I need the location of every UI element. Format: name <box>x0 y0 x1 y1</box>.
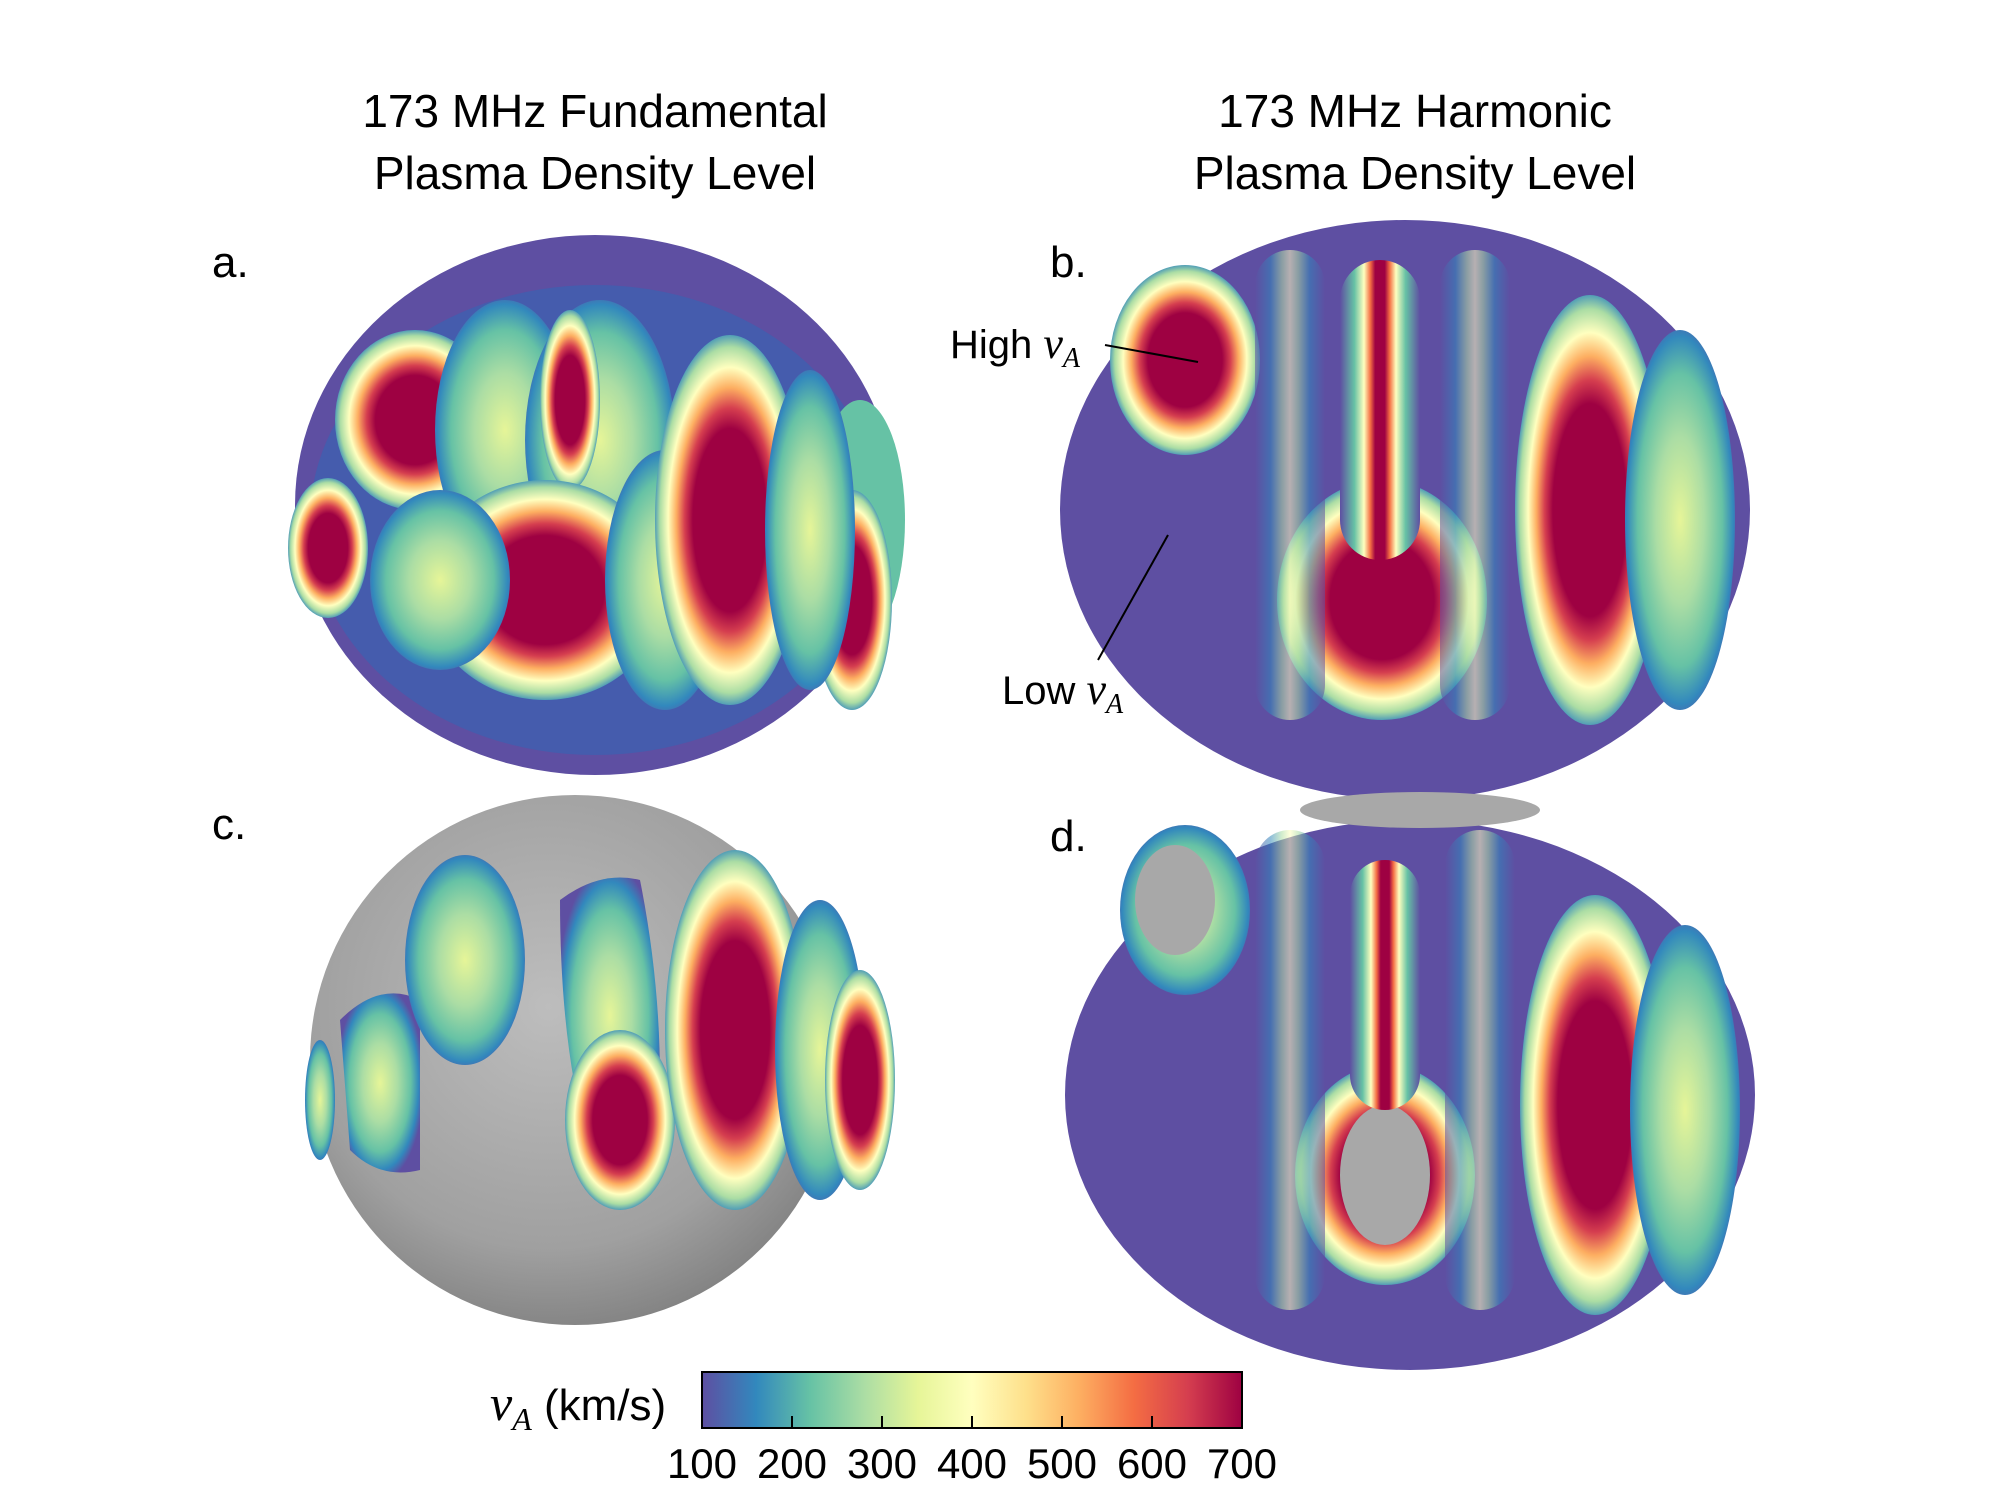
colorbar-label-symbol: v <box>490 1375 513 1431</box>
panel-b-surface <box>1060 220 1750 800</box>
colorbar-label-subscript: A <box>512 1400 532 1437</box>
panel-label-c: c. <box>212 800 247 849</box>
panel-a-surface <box>288 235 905 775</box>
colorbar-tick-label-500: 500 <box>1026 1440 1098 1487</box>
colorbar-label: vA (km/s) <box>490 1374 666 1438</box>
colorbar-label-unit: (km/s) <box>543 1381 667 1430</box>
colorbar-tick-label-100: 100 <box>666 1440 738 1487</box>
low-va-pointer <box>1097 534 1169 661</box>
colorbar-tick-label-400: 400 <box>936 1440 1008 1487</box>
panel-c-surface <box>305 795 895 1325</box>
low-va-annotation: Low vA <box>1002 664 1123 721</box>
high-va-annotation: High vA <box>950 318 1080 375</box>
panel-d-surface <box>1065 792 1755 1370</box>
low-va-symbol: v <box>1086 665 1107 714</box>
panel-label-d: d. <box>1050 812 1087 861</box>
right-title-line2: Plasma Density Level <box>1193 147 1637 199</box>
colorbar <box>701 1371 1243 1429</box>
high-va-prefix: High <box>950 323 1044 367</box>
left-title-line2: Plasma Density Level <box>373 147 817 199</box>
left-column-title: 173 MHz Fundamental Plasma Density Level <box>245 80 945 204</box>
panel-label-a: a. <box>212 238 249 287</box>
high-va-subscript: A <box>1062 343 1081 374</box>
left-title-line1: 173 MHz Fundamental <box>362 85 828 137</box>
colorbar-tick-label-700: 700 <box>1206 1440 1278 1487</box>
colorbar-tick-label-300: 300 <box>846 1440 918 1487</box>
high-va-symbol: v <box>1043 319 1063 368</box>
colorbar-tick-label-200: 200 <box>756 1440 828 1487</box>
low-va-subscript: A <box>1106 689 1124 720</box>
high-va-pointer <box>1104 344 1199 363</box>
panel-label-b: b. <box>1050 238 1087 287</box>
low-va-prefix: Low <box>1002 669 1087 713</box>
colorbar-tick-label-600: 600 <box>1116 1440 1188 1487</box>
right-title-line1: 173 MHz Harmonic <box>1218 85 1612 137</box>
right-column-title: 173 MHz Harmonic Plasma Density Level <box>1065 80 1765 204</box>
